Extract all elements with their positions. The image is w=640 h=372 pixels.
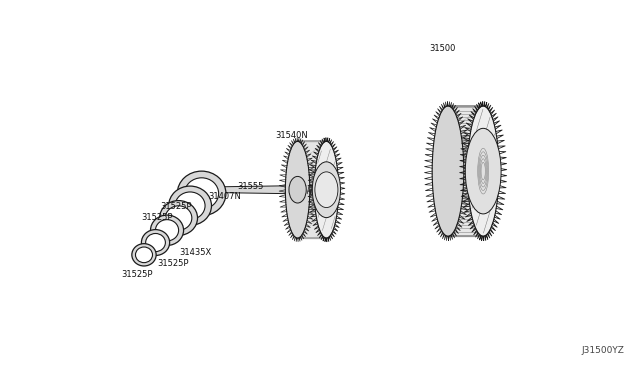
Ellipse shape xyxy=(165,206,192,230)
Ellipse shape xyxy=(175,192,205,219)
Ellipse shape xyxy=(136,247,152,263)
Polygon shape xyxy=(189,185,323,194)
Ellipse shape xyxy=(159,201,198,235)
Ellipse shape xyxy=(432,106,464,236)
Ellipse shape xyxy=(285,141,310,238)
Ellipse shape xyxy=(314,141,339,238)
Ellipse shape xyxy=(150,215,184,246)
Polygon shape xyxy=(298,141,326,238)
Text: 31525P: 31525P xyxy=(160,202,191,211)
Ellipse shape xyxy=(312,162,340,218)
Text: 31555: 31555 xyxy=(237,182,263,190)
Polygon shape xyxy=(448,106,483,236)
Ellipse shape xyxy=(177,171,226,216)
Ellipse shape xyxy=(315,172,338,208)
Text: 31525P: 31525P xyxy=(157,259,188,267)
Ellipse shape xyxy=(169,186,211,225)
Ellipse shape xyxy=(465,128,501,214)
Text: 31500: 31500 xyxy=(429,44,455,53)
Text: J31500YZ: J31500YZ xyxy=(581,346,624,355)
Text: 31435X: 31435X xyxy=(179,248,211,257)
Text: 31525P: 31525P xyxy=(141,213,172,222)
Ellipse shape xyxy=(156,219,179,241)
Ellipse shape xyxy=(467,106,499,236)
Text: 31540N: 31540N xyxy=(275,131,308,140)
Ellipse shape xyxy=(184,178,219,209)
Ellipse shape xyxy=(132,244,156,266)
Ellipse shape xyxy=(146,234,165,251)
Ellipse shape xyxy=(141,230,170,256)
Text: 31407N: 31407N xyxy=(208,192,241,201)
Ellipse shape xyxy=(289,176,307,203)
Text: 31525P: 31525P xyxy=(122,270,153,279)
